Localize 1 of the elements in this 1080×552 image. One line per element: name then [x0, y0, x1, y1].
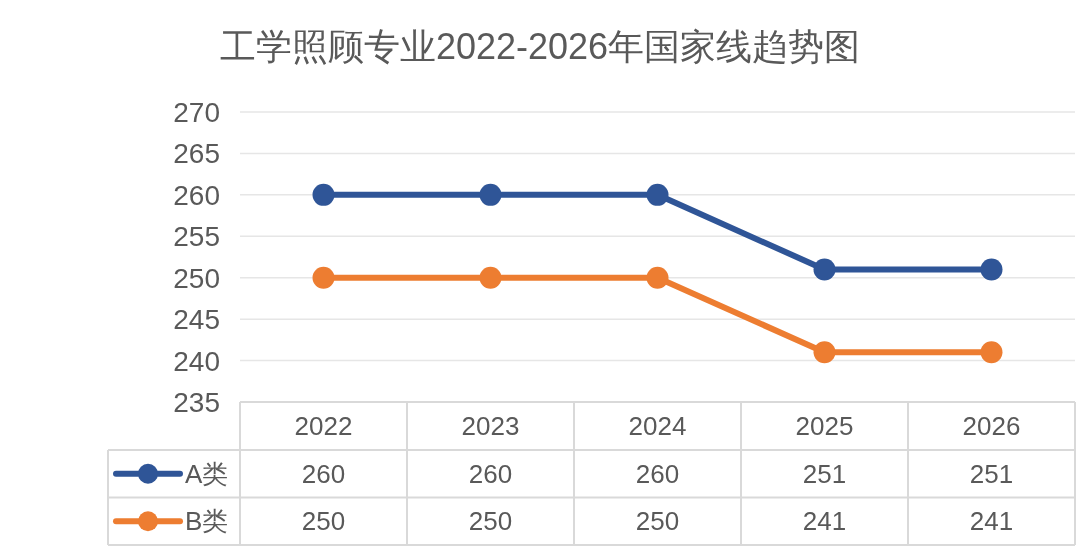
title: 工学照顾专业2022-2026年国家线趋势图 [219, 25, 861, 67]
